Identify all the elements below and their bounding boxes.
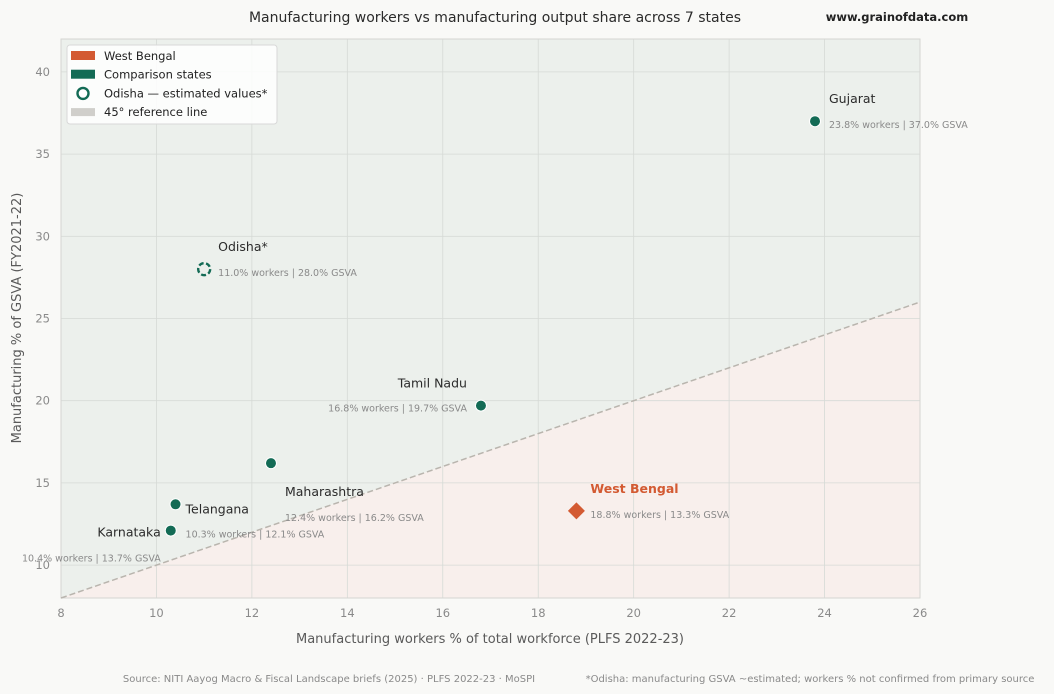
legend-swatch-comparison (71, 69, 95, 79)
point-label-west-bengal: West Bengal (590, 481, 678, 496)
x-tick-label: 12 (245, 606, 260, 620)
x-tick-label: 26 (913, 606, 928, 620)
y-tick-label: 40 (35, 65, 50, 79)
legend-label[interactable]: West Bengal (104, 49, 176, 63)
legend: West Bengal Comparison states Odisha — est… (66, 44, 278, 125)
point-detail-tamil-nadu: 16.8% workers | 19.7% GSVA (328, 404, 467, 415)
legend-swatch-reference (71, 108, 95, 117)
point-label-tamil-nadu: Tamil Nadu (397, 376, 467, 391)
point-label-telangana: Telangana (185, 501, 249, 516)
data-point-karnataka[interactable] (164, 524, 177, 537)
y-tick-label: 25 (35, 312, 50, 326)
x-tick-label: 18 (531, 606, 546, 620)
chart-title: Manufacturing workers vs manufacturing o… (249, 10, 741, 26)
x-tick-label: 16 (435, 606, 450, 620)
x-tick-label: 10 (149, 606, 164, 620)
point-detail-telangana: 10.3% workers | 12.1% GSVA (186, 529, 325, 540)
data-point-maharashtra[interactable] (264, 457, 277, 470)
data-point-telangana[interactable] (169, 498, 182, 511)
footer-note: *Odisha: manufacturing GSVA ~estimated; … (586, 674, 1035, 685)
x-tick-label: 14 (340, 606, 355, 620)
point-label-maharashtra: Maharashtra (285, 484, 364, 499)
y-tick-label: 35 (35, 147, 50, 161)
legend-label[interactable]: Comparison states (104, 68, 212, 82)
footer-source: Source: NITI Aayog Macro & Fiscal Landsc… (123, 674, 535, 685)
point-label-gujarat: Gujarat (829, 91, 876, 106)
point-detail-maharashtra: 12.4% workers | 16.2% GSVA (285, 513, 424, 524)
point-detail-odisha: 11.0% workers | 28.0% GSVA (218, 268, 357, 279)
y-tick-label: 15 (35, 476, 50, 490)
y-axis-label: Manufacturing % of GSVA (FY2021-22) (10, 193, 25, 444)
x-tick-label: 22 (722, 606, 737, 620)
plot-frame (60, 38, 921, 599)
y-tick-label: 30 (35, 229, 50, 243)
x-tick-label: 24 (817, 606, 832, 620)
data-point-gujarat[interactable] (809, 115, 822, 128)
legend-swatch-west-bengal (71, 51, 95, 60)
plot-area: 8 10 12 14 16 18 20 22 24 26 10 15 20 25 30 35 40 Gujarat… (22, 38, 968, 620)
y-tick-label: 20 (35, 394, 50, 408)
point-label-karnataka: Karnataka (97, 525, 160, 540)
data-point-tamil-nadu[interactable] (474, 399, 487, 412)
legend-label[interactable]: Odisha — estimated values* (104, 86, 268, 100)
legend-box (66, 44, 278, 125)
x-tick-label: 20 (626, 606, 641, 620)
point-detail-gujarat: 23.8% workers | 37.0% GSVA (829, 120, 968, 131)
x-axis-label: Manufacturing workers % of total workfor… (296, 632, 684, 647)
data-point-west-bengal[interactable] (567, 502, 585, 520)
x-tick-label: 8 (57, 606, 64, 620)
point-label-odisha: Odisha* (218, 239, 268, 254)
y-tick-label: 10 (35, 558, 50, 572)
brand-url[interactable]: www.grainofdata.com (826, 10, 969, 24)
reference-line-45deg (60, 301, 921, 599)
legend-swatch-estimated (76, 86, 90, 101)
point-detail-karnataka: 10.4% workers | 13.7% GSVA (22, 554, 161, 565)
legend-label[interactable]: 45° reference line (104, 105, 207, 119)
point-detail-west-bengal: 18.8% workers | 13.3% GSVA (590, 510, 729, 521)
data-point-odisha[interactable] (196, 261, 212, 277)
